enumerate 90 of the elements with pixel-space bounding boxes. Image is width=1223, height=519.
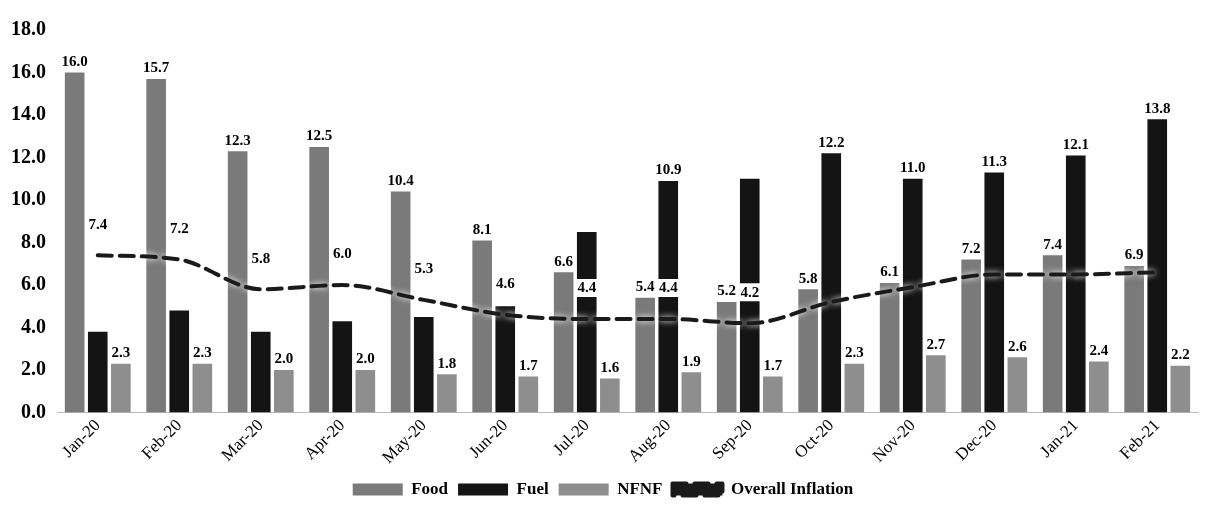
data-label: 12.3 [224, 131, 251, 148]
data-label: 10.4 [387, 171, 415, 188]
bar [716, 302, 737, 413]
bar [146, 78, 166, 413]
data-label: 5.8 [251, 249, 271, 266]
data-label: 2.2 [1170, 346, 1190, 363]
data-label: 2.6 [1007, 337, 1028, 354]
bar [355, 370, 376, 413]
bar [64, 72, 85, 413]
bar [250, 331, 271, 413]
data-label: 12.5 [306, 127, 333, 144]
bar [390, 191, 411, 413]
y-tick-label: 4.0 [21, 314, 46, 337]
data-label: 2.3 [844, 344, 864, 361]
bar [518, 376, 539, 413]
bar [227, 151, 248, 413]
data-label: 1.7 [518, 356, 539, 373]
y-tick-label: 18.0 [11, 17, 46, 40]
y-tick-label: 8.0 [21, 229, 46, 252]
bar [1170, 365, 1191, 413]
data-label: 6.0 [332, 245, 352, 262]
bar [1124, 265, 1144, 413]
data-label: 2.7 [926, 335, 946, 352]
data-label: 13.8 [1144, 99, 1171, 116]
legend-label: NFNF [617, 478, 663, 498]
data-label: 1.9 [681, 352, 701, 369]
data-label: 11.0 [900, 159, 926, 176]
data-label: 4.6 [495, 275, 516, 292]
data-label: 1.7 [763, 356, 783, 373]
data-label: 16.0 [61, 52, 88, 69]
data-label: 2.3 [192, 344, 212, 361]
bar [87, 331, 108, 413]
bar [926, 355, 946, 413]
bar [879, 282, 900, 413]
y-tick-label: 0.0 [21, 399, 46, 422]
data-label: 1.8 [437, 354, 457, 371]
y-tick-label: 16.0 [11, 59, 46, 82]
data-label: 2.0 [355, 350, 375, 367]
data-label: 5.3 [414, 260, 434, 277]
bar [169, 310, 190, 413]
data-label: 12.2 [818, 133, 845, 150]
bar [274, 370, 294, 413]
data-label: 5.2 [717, 282, 737, 299]
data-label: 4.4 [577, 279, 597, 296]
legend-label: Overall Inflation [730, 478, 854, 498]
bar [1007, 357, 1028, 413]
bar [798, 289, 818, 413]
data-label: 2.4 [1089, 341, 1109, 358]
bar [309, 146, 329, 413]
bar [111, 363, 131, 413]
data-label: 11.3 [981, 152, 1007, 169]
bar [763, 376, 783, 413]
y-tick-label: 12.0 [11, 144, 46, 167]
data-label: 2.3 [111, 344, 131, 361]
data-label: 7.2 [961, 239, 981, 256]
data-label: 8.1 [472, 220, 492, 237]
bar [1089, 361, 1109, 413]
y-tick-label: 6.0 [21, 272, 46, 295]
y-tick-label: 2.0 [21, 357, 46, 380]
data-label: 15.7 [143, 59, 170, 76]
data-label: 7.4 [88, 215, 108, 232]
data-label: 10.9 [655, 161, 682, 178]
data-label: 6.6 [554, 252, 574, 269]
bar [961, 259, 981, 413]
bar [553, 272, 574, 413]
bar [437, 374, 457, 413]
data-label: 5.4 [635, 278, 656, 295]
data-label: 2.0 [274, 350, 294, 367]
data-label: 5.8 [798, 269, 818, 286]
data-label: 6.9 [1124, 246, 1144, 263]
bar [332, 321, 353, 413]
bar [844, 363, 865, 413]
legend-label: Food [411, 478, 449, 498]
data-label: 7.2 [169, 219, 189, 236]
data-label: 6.1 [880, 263, 900, 280]
data-label: 1.6 [600, 358, 620, 375]
bar [413, 316, 434, 413]
data-label: 4.4 [658, 279, 679, 296]
data-label: 7.4 [1043, 235, 1063, 252]
bar [681, 372, 702, 413]
data-label: 12.1 [1062, 135, 1089, 152]
y-tick-label: 10.0 [11, 187, 46, 210]
bar [472, 240, 492, 413]
bar [1042, 255, 1063, 413]
y-tick-label: 14.0 [11, 102, 46, 125]
bar [192, 363, 213, 413]
bar [635, 297, 655, 413]
legend-label: Fuel [516, 478, 549, 498]
bar [600, 378, 620, 413]
data-label: 4.2 [740, 283, 760, 300]
